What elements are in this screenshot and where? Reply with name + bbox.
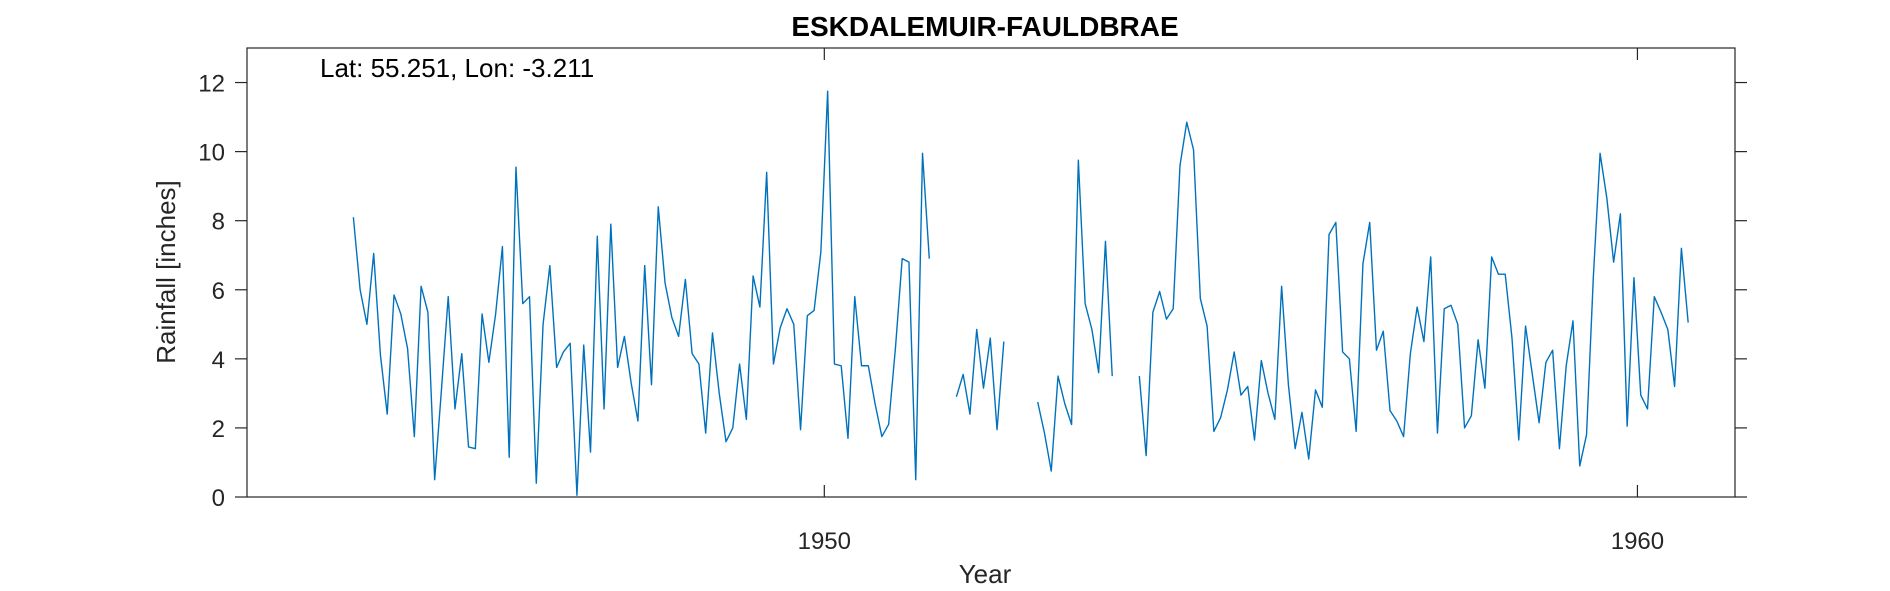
y-tick-label: 0: [212, 485, 225, 512]
chart-title: ESKDALEMUIR-FAULDBRAE: [791, 11, 1178, 42]
y-tick-label: 2: [212, 416, 225, 443]
y-tick-label: 4: [212, 347, 225, 374]
series-layer: [352, 90, 1689, 496]
y-tick-label: 12: [198, 71, 225, 98]
y-tick-label: 10: [198, 140, 225, 167]
y-axis: 0 2 4 6 8 10 12: [198, 71, 1747, 512]
plot-area: [246, 47, 1736, 498]
x-tick-label: 1950: [798, 528, 851, 555]
y-axis-label: Rainfall [inches]: [151, 180, 181, 364]
y-tick-label: 6: [212, 278, 225, 305]
location-annotation: Lat: 55.251, Lon: -3.211: [320, 53, 594, 83]
y-tick-label: 8: [212, 209, 225, 236]
x-tick-label: 1960: [1611, 528, 1664, 555]
x-axis-label: Year: [959, 559, 1012, 589]
rainfall-series-line: [352, 90, 1689, 496]
x-axis: 1950 1960: [798, 48, 1664, 555]
